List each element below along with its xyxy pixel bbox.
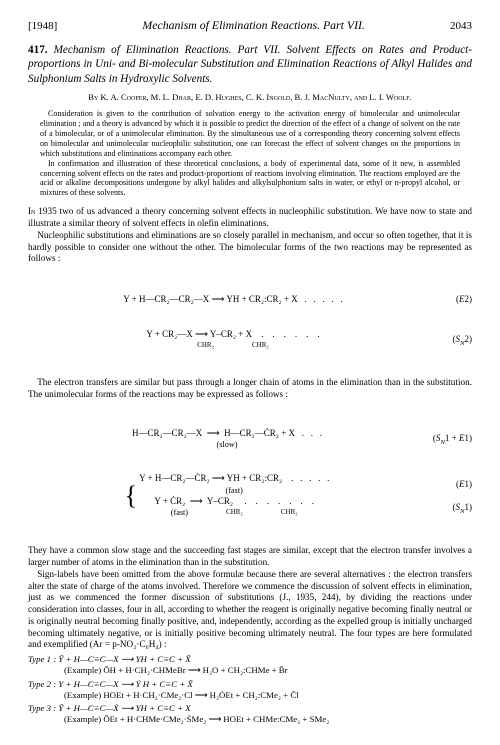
- eq-sn1-label: (SN1): [452, 503, 472, 512]
- abstract-p2: In confirmation and illustration of thes…: [40, 159, 460, 199]
- author-line: By K. A. Cooper, M. L. Dhar, E. D. Hughe…: [28, 92, 472, 103]
- example-1: (Example) ŌH + H·CH₂·CHMeBr ⟶ H₂O + CH₂:…: [64, 665, 472, 676]
- running-year: [1948]: [28, 19, 57, 33]
- body-p3: The electron transfers are similar but p…: [28, 377, 472, 401]
- eq-e2: Y + H—CR₂—CR₂—X ⟶ YH + CR₂:CR₂ + X . . .…: [28, 293, 438, 307]
- body-p5: Sign-labels have been omitted from the a…: [28, 569, 472, 651]
- eq-sn2-sub-b: CHR₂: [252, 342, 269, 349]
- abstract-p1: Consideration is given to the contributi…: [40, 109, 460, 159]
- running-title: Mechanism of Elimination Reactions. Part…: [142, 18, 364, 33]
- example-3: (Example) ŌEt + H·CHMe·CMe₂·ṠMe₂ ⟶ HOEt …: [64, 714, 472, 725]
- eq-brace: { Y + H—CR₂—ĊR₂ ⟶ YH + CR₂:CR₂ . . . . .…: [28, 474, 426, 517]
- equation-block-1: Y + H—CR₂—CR₂—X ⟶ YH + CR₂:CR₂ + X . . .…: [28, 270, 472, 372]
- eq-e1: Y + H—CR₂—ĊR₂ ⟶ YH + CR₂:CR₂ . . . . . (…: [139, 474, 329, 495]
- eq-sn2-formula: Y + CR₂—X ⟶ Y–CR₂ + X . . . . . .: [146, 330, 319, 339]
- eq-sn1-formula: Y + ĊR₂ ⟶ Y–CR₂ . . . . . . .: [154, 497, 314, 506]
- body-p4: They have a common slow stage and the su…: [28, 545, 472, 569]
- running-head: [1948] Mechanism of Elimination Reaction…: [28, 18, 472, 33]
- journal-page: [1948] Mechanism of Elimination Reaction…: [0, 0, 500, 745]
- eq-sn1-mid: (fast): [171, 509, 188, 517]
- eq-sn1e1-label: (SN1 + E1): [433, 434, 472, 443]
- body-p1: In 1935 two of us advanced a theory conc…: [28, 206, 472, 230]
- equation-block-2: H—CR₂—CR₂—X ⟶ H—CR₂—ĊR₂ + X . . . (slow)…: [28, 406, 472, 541]
- type-2: Type 2 : Y + H—C≡C—X ⟶ Ẏ H + C≡C + X̄: [28, 679, 472, 690]
- article-title: 417. Mechanism of Elimination Reactions.…: [28, 43, 472, 86]
- type-list: Type 1 : Ȳ + H—C≡C—X ⟶ YH + C≡C + X̄ (Ex…: [28, 654, 472, 726]
- eq-sn1: Y + ĊR₂ ⟶ Y–CR₂ . . . . . . . (fast) CHR…: [139, 497, 329, 517]
- abstract: Consideration is given to the contributi…: [40, 109, 460, 198]
- eq-sn2-label: (SN2): [452, 335, 472, 344]
- article-number: 417.: [28, 44, 48, 56]
- type-3: Type 3 : Ȳ + H—C≡C—Ẋ ⟶ YH + C≡C + X: [28, 703, 472, 714]
- eq-e2-formula: Y + H—CR₂—CR₂—X ⟶ YH + CR₂:CR₂ + X . . .…: [123, 293, 343, 307]
- body-p1-text: 1935 two of us advanced a theory concern…: [28, 206, 472, 228]
- body-p2: Nucleophilic substitutions and eliminati…: [28, 230, 472, 265]
- eq-sn2: Y + CR₂—X ⟶ Y–CR₂ + X . . . . . . CHR₂ C…: [28, 330, 438, 349]
- example-2: (Example) HOEt + H·CH₂·CMe₂·Cl ⟶ H₂ȮEt +…: [64, 690, 472, 701]
- page-number: 2043: [450, 19, 472, 33]
- type-1: Type 1 : Ȳ + H—C≡C—X ⟶ YH + C≡C + X̄: [28, 654, 472, 665]
- eq-sn1e1-formula: H—CR₂—CR₂—X ⟶ H—CR₂—ĊR₂ + X . . .: [132, 429, 322, 438]
- eq-e2-label: (E2): [456, 293, 472, 307]
- eq-sn1-sub-b: CHR₂: [281, 509, 298, 517]
- eq-e1-formula: Y + H—CR₂—ĊR₂ ⟶ YH + CR₂:CR₂ . . . . .: [139, 474, 329, 483]
- eq-sn2-sub-a: CHR₂: [197, 342, 214, 349]
- article-title-text: Mechanism of Elimination Reactions. Part…: [28, 44, 472, 85]
- eq-sn1e1-mid: (slow): [217, 441, 238, 449]
- eq-sn1-sub-a: CHR₂: [226, 509, 243, 517]
- eq-e1-mid: (fast): [226, 487, 243, 495]
- eq-sn1e1: H—CR₂—CR₂—X ⟶ H—CR₂—ĊR₂ + X . . . (slow)…: [28, 429, 426, 449]
- eq-e1-label: (E1): [456, 480, 472, 489]
- brace-icon: {: [125, 483, 137, 509]
